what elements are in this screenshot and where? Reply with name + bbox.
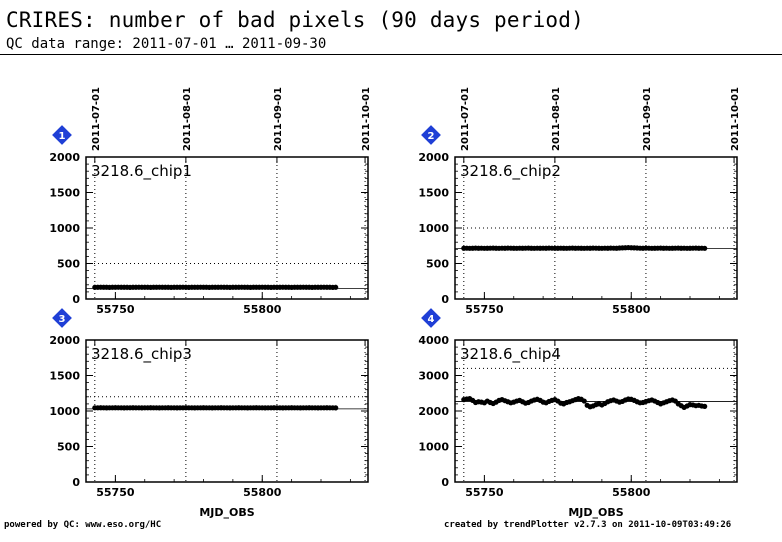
footer-created: created by trendPlotter v2.7.3 on 2011-1… [444,520,732,530]
data-point [333,284,339,290]
y-tick-label: 500 [57,258,80,271]
chart-panel-3: 0 500 1000 1500 2000 55750 55800 3218.6_chip3 3 M… [49,308,369,519]
y-tick-label: 0 [441,293,449,306]
y-tick-label: 1000 [49,222,80,235]
x-tick-label: 55800 [243,486,282,499]
data-point [581,398,587,404]
x-axis-label: MJD_OBS [568,506,623,519]
y-tick-label: 1500 [49,187,80,200]
page-title: CRIRES: number of bad pixels (90 days pe… [6,8,584,32]
y-tick-label: 1500 [49,370,80,383]
panel-badge-icon [52,308,72,328]
x-axis-label: MJD_OBS [199,506,254,519]
panel-badge-icon [421,308,441,328]
y-tick-label: 3000 [418,370,449,383]
top-date-label: 2011-08-01 [551,87,562,151]
top-date-label: 2011-09-01 [642,87,653,151]
footer-credit: powered by QC: www.eso.org/HC [4,520,162,530]
y-tick-label: 500 [57,441,80,454]
top-date-label: 2011-08-01 [182,87,193,151]
panel-badge-icon [421,125,441,145]
x-tick-label: 55750 [465,303,504,316]
panel-badge-number: 2 [428,131,435,142]
y-tick-label: 1000 [418,441,449,454]
x-tick-label: 55750 [96,486,135,499]
panel-badge-number: 1 [59,131,66,142]
y-tick-label: 1000 [418,222,449,235]
data-point [702,245,708,251]
panel-label: 3218.6_chip4 [460,345,561,364]
top-date-label: 2011-09-01 [273,87,284,151]
top-date-label: 2011-10-01 [361,87,372,151]
top-date-label: 2011-10-01 [730,87,741,151]
panel-label: 3218.6_chip1 [91,162,192,181]
y-tick-label: 1000 [49,405,80,418]
data-point [702,403,708,409]
chart-panel-4: 0 1000 2000 3000 4000 55750 55800 3218.6_chip4 4… [418,308,738,519]
x-tick-label: 55750 [465,486,504,499]
data-point [333,405,339,411]
y-tick-label: 0 [72,293,80,306]
top-date-label: 2011-07-01 [460,87,471,151]
x-tick-label: 55800 [612,486,651,499]
header-divider [0,54,782,55]
x-tick-label: 55750 [96,303,135,316]
chart-panel-1: 0 500 1000 1500 2000 55750 55800 2011-07-01 2011… [49,87,372,316]
page-subtitle: QC data range: 2011-07-01 … 2011-09-30 [6,36,327,52]
y-tick-label: 4000 [418,334,449,347]
x-tick-label: 55800 [243,303,282,316]
y-tick-label: 2000 [418,405,449,418]
y-tick-label: 2000 [49,334,80,347]
y-tick-label: 1500 [418,187,449,200]
chart-panel-2: 0 500 1000 1500 2000 55750 55800 2011-07-01 2011… [418,87,741,316]
y-tick-label: 2000 [418,151,449,164]
panel-badge-number: 4 [428,314,435,325]
y-tick-label: 0 [441,476,449,489]
panel-label: 3218.6_chip2 [460,162,561,181]
top-date-label: 2011-07-01 [91,87,102,151]
panel-badge-number: 3 [59,314,66,325]
y-tick-label: 500 [426,258,449,271]
y-tick-label: 0 [72,476,80,489]
panel-label: 3218.6_chip3 [91,345,192,364]
x-tick-label: 55800 [612,303,651,316]
y-tick-label: 2000 [49,151,80,164]
